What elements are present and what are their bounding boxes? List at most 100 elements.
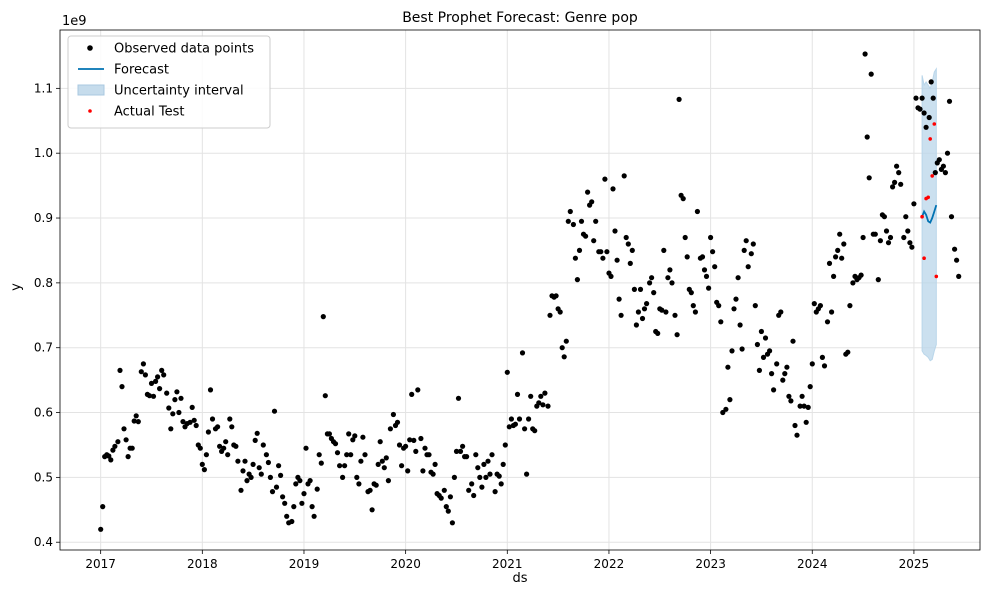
observed-point [445,508,451,514]
observed-point [641,306,648,312]
observed-point [207,387,214,393]
observed-point [291,504,297,510]
observed-point [921,110,927,116]
observed-point [153,378,159,384]
observed-point [117,367,123,373]
observed-point [858,272,864,278]
observed-point [877,238,884,244]
observed-point [360,434,366,440]
observed-point [314,486,320,492]
observed-point [142,372,148,378]
observed-point [778,309,784,315]
observed-point [682,234,688,241]
observed-point [407,437,413,443]
observed-point [217,443,223,449]
observed-point [688,290,694,296]
observed-point [956,273,962,279]
observed-point [276,463,282,469]
observed-point [138,369,144,375]
observed-point [409,391,415,397]
observed-point [166,405,172,411]
observed-point [320,314,326,320]
observed-point [464,454,470,460]
observed-point [524,471,530,477]
observed-point [303,445,309,451]
observed-point [629,247,635,253]
observed-point [676,96,682,102]
observed-point [422,445,428,451]
observed-point [769,371,775,377]
observed-point [743,238,749,244]
observed-point [610,186,616,192]
observed-point [684,254,690,260]
observed-point [837,231,843,237]
observed-point [164,390,170,396]
observed-point [936,157,942,163]
observed-point [354,474,360,480]
observed-point [570,221,577,228]
observed-point [201,467,207,473]
y-tick-label: 0.7 [34,341,53,355]
observed-point [311,513,317,519]
observed-point [451,474,457,480]
observed-point [297,478,303,484]
observed-point [739,346,745,352]
observed-point [508,416,514,422]
observed-point [150,393,157,399]
observed-point [485,458,491,464]
observed-point [299,500,305,506]
legend-entry: Uncertainty interval [77,84,244,99]
observed-point [952,246,958,252]
observed-point [788,398,794,404]
observed-point [469,481,475,487]
observed-point [833,254,839,260]
observed-point [189,404,195,410]
observed-point [383,455,389,461]
observed-point [627,260,633,266]
observed-point [159,367,165,373]
observed-point [917,106,923,112]
observed-point [129,445,135,451]
observed-point [457,448,464,454]
observed-point [358,458,364,464]
observed-point [346,431,352,437]
observed-point [98,526,104,532]
observed-point [489,452,495,458]
observed-point [723,406,729,412]
observed-point [741,247,747,253]
observed-point [618,312,624,318]
legend-label: Forecast [114,63,169,78]
observed-point [135,419,141,425]
observed-point [948,214,955,220]
y-tick-label: 0.5 [34,470,53,484]
observed-point [631,286,638,292]
observed-point [598,249,604,255]
observed-point [123,437,129,443]
y-tick-label: 1.0 [34,146,53,160]
observed-point [443,504,449,510]
observed-point [944,150,951,156]
observed-point [322,393,328,399]
observed-point [348,452,354,458]
actual-test-points [920,122,939,279]
observed-point [332,441,339,447]
x-tick-label: 2024 [797,557,828,571]
observed-point [616,296,622,302]
observed-point [803,419,809,425]
observed-point [293,481,299,487]
observed-point [614,257,620,263]
observed-point [635,309,642,315]
observed-point [547,312,553,318]
observed-point [205,429,211,435]
observed-point [475,465,481,471]
observed-point [885,240,892,246]
observed-point [919,95,925,101]
observed-point [466,487,472,493]
observed-point [733,296,739,302]
observed-point [892,179,898,185]
observed-point [737,322,743,328]
observed-point [307,478,313,484]
observed-point [263,452,269,458]
observed-point [282,500,288,506]
observed-point [155,374,161,380]
